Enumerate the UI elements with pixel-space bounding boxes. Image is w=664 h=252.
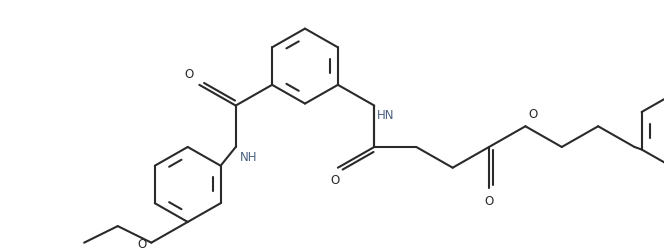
Text: O: O bbox=[330, 174, 339, 187]
Text: NH: NH bbox=[240, 151, 257, 164]
Text: O: O bbox=[529, 108, 538, 121]
Text: O: O bbox=[184, 68, 193, 81]
Text: HN: HN bbox=[377, 109, 395, 122]
Text: O: O bbox=[137, 238, 146, 251]
Text: O: O bbox=[485, 195, 493, 208]
